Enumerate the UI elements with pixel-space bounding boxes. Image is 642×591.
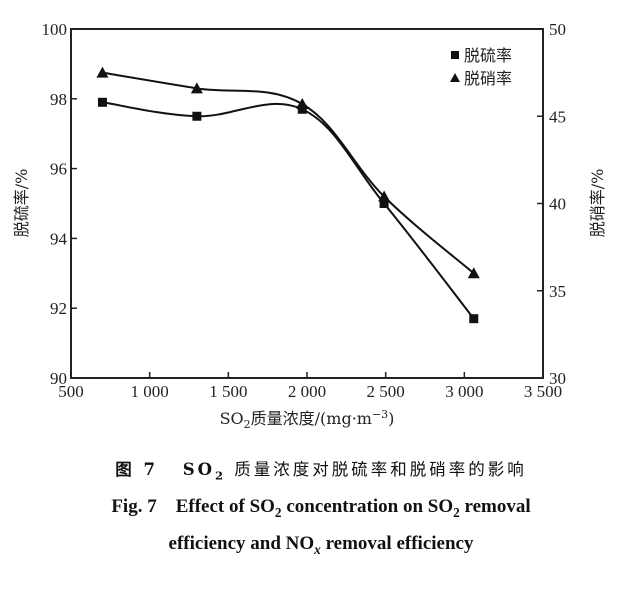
data-point-square xyxy=(192,111,202,121)
caption-en-sub2: 2 xyxy=(453,504,460,520)
caption-cn-so: SO xyxy=(182,460,215,479)
y2-tick-label: 40 xyxy=(549,195,566,214)
series-line-nox xyxy=(102,71,475,275)
caption-en-label: Fig. 7 xyxy=(111,496,157,517)
caption-cn-sub: 2 xyxy=(214,468,227,483)
y-tick-label: 92 xyxy=(50,299,67,318)
legend-triangle-marker xyxy=(450,73,460,82)
data-point-square xyxy=(297,104,307,114)
data-point-triangle xyxy=(378,190,391,202)
caption-en-text-b: concentration on SO xyxy=(281,496,454,517)
y2-axis-title: 脱硝率/% xyxy=(588,169,607,238)
caption-cn-text: 质量浓度对脱硫率和脱硝率的影响 xyxy=(234,460,527,479)
x-tick-label: 2 500 xyxy=(367,382,405,401)
data-point-triangle xyxy=(190,82,203,94)
y-tick-label: 96 xyxy=(50,160,67,179)
data-point-triangle xyxy=(96,66,109,78)
y2-tick-label: 30 xyxy=(549,369,566,388)
legend-square-marker xyxy=(451,51,459,59)
y2-tick-label: 45 xyxy=(549,107,566,126)
y-axis-ticks: 90 92 94 96 98 100 xyxy=(42,20,77,388)
caption-cn-label: 图 7 xyxy=(115,460,158,479)
x-tick-label: 2 000 xyxy=(288,382,326,401)
caption-en2-text-a: efficiency and NO xyxy=(168,533,315,554)
y2-axis-ticks: 30 35 40 45 50 xyxy=(537,20,566,388)
x-axis-title: SO2质量浓度/(mg·m−3) xyxy=(220,408,395,431)
data-point-triangle xyxy=(467,267,480,279)
caption-en-line1: Fig. 7 Effect of SO2 concentration on SO… xyxy=(0,496,642,521)
chart: 500 1 000 1 500 2 000 2 500 3 000 3 500 90 92 94… xyxy=(12,20,607,431)
legend-label-so2: 脱硫率 xyxy=(464,46,512,65)
y-tick-label: 90 xyxy=(50,369,67,388)
caption-cn: 图 7 SO2 质量浓度对脱硫率和脱硝率的影响 xyxy=(0,456,642,482)
x-tick-label: 3 000 xyxy=(445,382,483,401)
data-point-square xyxy=(379,199,389,208)
caption-en2-sub: x xyxy=(314,541,321,557)
series-group xyxy=(96,66,480,324)
x-tick-label: 500 xyxy=(58,382,84,401)
legend: 脱硫率 脱硝率 xyxy=(450,46,512,88)
y2-tick-label: 35 xyxy=(549,282,566,301)
caption-en-line2: efficiency and NOx removal efficiency xyxy=(0,533,642,558)
series-line-so2 xyxy=(102,101,475,320)
y-tick-label: 98 xyxy=(50,90,67,109)
caption-en-text-a: Effect of SO xyxy=(175,496,275,517)
data-point-triangle xyxy=(296,98,309,110)
legend-label-nox: 脱硝率 xyxy=(464,69,512,88)
data-point-square xyxy=(97,97,107,107)
caption-en-text-c: removal xyxy=(459,496,531,517)
y-axis-title: 脱硫率/% xyxy=(12,169,31,238)
y-tick-label: 100 xyxy=(42,20,68,39)
data-point-square xyxy=(469,314,479,324)
y-tick-label: 94 xyxy=(50,229,68,248)
x-tick-label: 3 500 xyxy=(524,382,562,401)
x-tick-label: 1 500 xyxy=(209,382,247,401)
caption-en-sub1: 2 xyxy=(274,504,282,520)
x-tick-label: 1 000 xyxy=(131,382,169,401)
x-axis-ticks: 500 1 000 1 500 2 000 2 500 3 000 3 500 xyxy=(58,372,562,401)
y2-tick-label: 50 xyxy=(549,20,566,39)
caption-en2-text-b: removal efficiency xyxy=(320,533,474,554)
